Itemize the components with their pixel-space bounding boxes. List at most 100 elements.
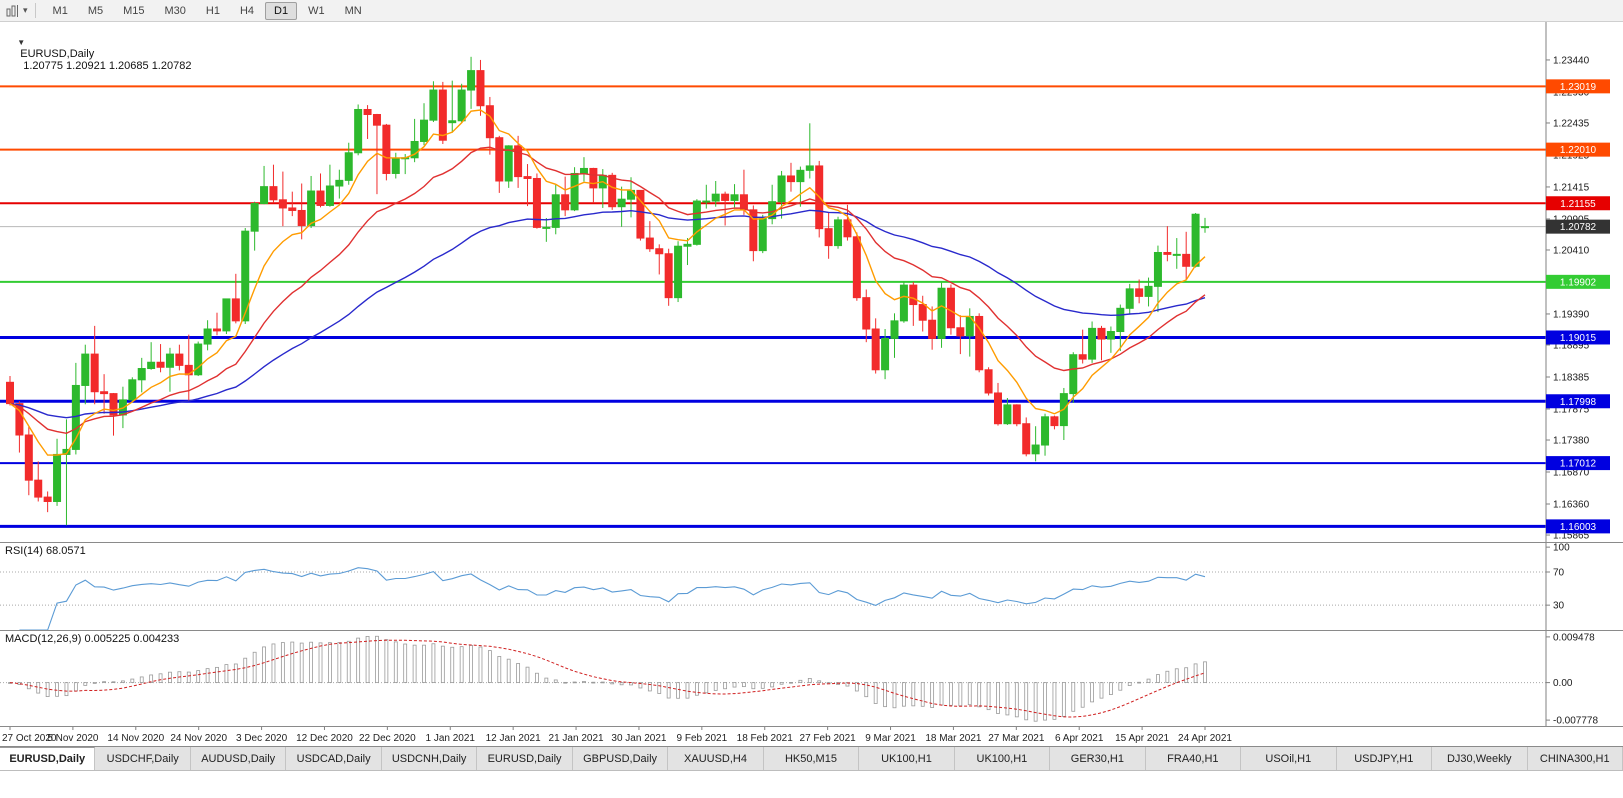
macd-canvas[interactable]: 0.009478 0.00 -0.007778 xyxy=(0,631,1623,726)
chart-tab-16[interactable]: CHINA300,H1 xyxy=(1527,747,1623,770)
svg-text:9 Feb 2021: 9 Feb 2021 xyxy=(677,733,728,744)
price-badge: 1.23019 xyxy=(1546,79,1610,94)
timeframe-button-m15[interactable]: M15 xyxy=(123,4,145,17)
svg-text:30 Jan 2021: 30 Jan 2021 xyxy=(611,733,666,744)
svg-text:100: 100 xyxy=(1553,543,1570,554)
timeframe-buttons: M1 M5 M15 M30 H1 H4 D1 W1 MN xyxy=(43,1,372,20)
svg-text:1.22435: 1.22435 xyxy=(1553,118,1590,129)
chart-tab-5[interactable]: EURUSD,Daily xyxy=(477,747,573,770)
svg-text:5 Nov 2020: 5 Nov 2020 xyxy=(47,733,99,744)
svg-text:-0.007778: -0.007778 xyxy=(1553,716,1598,726)
chart-menu-caret-icon[interactable]: ▾ xyxy=(23,5,28,15)
macd-axis[interactable]: 0.009478 0.00 -0.007778 xyxy=(1545,631,1598,726)
svg-text:3 Dec 2020: 3 Dec 2020 xyxy=(236,733,288,744)
svg-text:15 Apr 2021: 15 Apr 2021 xyxy=(1115,733,1169,744)
chart-tab-2[interactable]: AUDUSD,Daily xyxy=(190,747,287,770)
svg-text:1.19015: 1.19015 xyxy=(1560,333,1597,344)
rsi-axis[interactable]: 100 70 30 xyxy=(1545,543,1570,630)
svg-text:22 Dec 2020: 22 Dec 2020 xyxy=(359,733,416,744)
price-badge: 1.16003 xyxy=(1546,519,1610,534)
svg-text:9 Mar 2021: 9 Mar 2021 xyxy=(865,733,916,744)
macd-histogram xyxy=(8,635,1207,722)
chart-tab-13[interactable]: USOil,H1 xyxy=(1241,747,1337,770)
chart-tab-8[interactable]: HK50,M15 xyxy=(763,747,860,770)
svg-text:1.18385: 1.18385 xyxy=(1553,372,1590,383)
svg-text:27 Oct 2020: 27 Oct 2020 xyxy=(2,733,57,744)
svg-text:1.19902: 1.19902 xyxy=(1560,277,1597,288)
rsi-label: RSI(14) 68.0571 xyxy=(5,545,86,557)
svg-text:1.16360: 1.16360 xyxy=(1553,499,1590,510)
svg-text:1.16870: 1.16870 xyxy=(1553,468,1590,479)
timeframe-button-mn[interactable]: MN xyxy=(344,4,362,17)
svg-text:1.18895: 1.18895 xyxy=(1553,341,1590,352)
time-axis[interactable]: 27 Oct 2020 5 Nov 2020 14 Nov 2020 24 Nov 2… xyxy=(0,727,1623,747)
ma-line-50 xyxy=(9,209,1206,419)
chart-tab-6[interactable]: GBPUSD,Daily xyxy=(572,747,669,770)
svg-text:1.17998: 1.17998 xyxy=(1560,397,1597,408)
price-badge: 1.20782 xyxy=(1546,219,1610,234)
svg-text:1 Jan 2021: 1 Jan 2021 xyxy=(426,733,476,744)
macd-panel[interactable]: MACD(12,26,9) 0.005225 0.004233 0.009478… xyxy=(0,631,1623,727)
chart-tab-0[interactable]: EURUSD,Daily xyxy=(0,747,96,770)
price-badge: 1.17012 xyxy=(1546,456,1610,471)
svg-text:24 Apr 2021: 24 Apr 2021 xyxy=(1178,733,1232,744)
chart-tab-14[interactable]: USDJPY,H1 xyxy=(1336,747,1433,770)
rsi-line xyxy=(19,567,1206,630)
macd-signal-line xyxy=(9,639,1206,718)
macd-label: MACD(12,26,9) 0.005225 0.004233 xyxy=(5,633,180,645)
svg-text:1.22010: 1.22010 xyxy=(1560,145,1597,156)
svg-text:1.15865: 1.15865 xyxy=(1553,531,1590,542)
svg-text:1.23019: 1.23019 xyxy=(1560,82,1597,93)
ma-line-20 xyxy=(9,146,1206,435)
toolbar: ▾ M1 M5 M15 M30 H1 H4 D1 W1 MN xyxy=(0,0,1623,22)
timeframe-button-m1[interactable]: M1 xyxy=(52,4,68,17)
chart-tab-11[interactable]: GER30,H1 xyxy=(1050,747,1146,770)
timeframe-button-d1[interactable]: D1 xyxy=(265,1,298,20)
price-badge: 1.22010 xyxy=(1546,142,1610,157)
chart-tab-bar: EURUSD,Daily USDCHF,Daily AUDUSD,Daily USDC… xyxy=(0,747,1623,771)
toolbar-separator xyxy=(34,3,36,18)
chart-tab-15[interactable]: DJ30,Weekly xyxy=(1432,747,1528,770)
chart-title: ▼ EURUSD,Daily 1.20775 1.20921 1.20685 1… xyxy=(5,24,191,84)
price-badge: 1.19902 xyxy=(1546,274,1610,289)
price-badge: 1.21155 xyxy=(1546,196,1610,211)
chart-tab-12[interactable]: FRA40,H1 xyxy=(1145,747,1242,770)
svg-text:27 Feb 2021: 27 Feb 2021 xyxy=(800,733,857,744)
chart-tab-4[interactable]: USDCNH,Daily xyxy=(381,747,478,770)
price-badge: 1.19015 xyxy=(1546,330,1610,345)
svg-text:1.20782: 1.20782 xyxy=(1560,222,1597,233)
price-badge: 1.17998 xyxy=(1546,394,1610,409)
svg-text:18 Mar 2021: 18 Mar 2021 xyxy=(925,733,982,744)
timeframe-button-w1[interactable]: W1 xyxy=(308,4,325,17)
timeframe-button-h4[interactable]: H4 xyxy=(239,4,255,17)
svg-text:21 Jan 2021: 21 Jan 2021 xyxy=(549,733,604,744)
chart-tab-10[interactable]: UK100,H1 xyxy=(954,747,1051,770)
chart-tab-3[interactable]: USDCAD,Daily xyxy=(286,747,382,770)
rsi-panel[interactable]: RSI(14) 68.0571 100 70 30 xyxy=(0,543,1623,631)
svg-text:1.17012: 1.17012 xyxy=(1560,459,1597,470)
svg-text:1.21415: 1.21415 xyxy=(1553,182,1590,193)
ma-line-8 xyxy=(9,109,1206,456)
chart-menu-icon[interactable] xyxy=(5,4,21,18)
symbol-period-label: EURUSD,Daily xyxy=(20,48,95,60)
rsi-canvas[interactable]: 100 70 30 xyxy=(0,543,1623,630)
svg-text:18 Feb 2021: 18 Feb 2021 xyxy=(737,733,794,744)
horizontal-lines[interactable] xyxy=(0,85,1546,528)
chart-tab-1[interactable]: USDCHF,Daily xyxy=(95,747,191,770)
chart-tab-7[interactable]: XAUUSD,H4 xyxy=(668,747,764,770)
chart-tab-9[interactable]: UK100,H1 xyxy=(859,747,955,770)
svg-text:1.21155: 1.21155 xyxy=(1560,199,1596,210)
main-chart-panel[interactable]: ▼ EURUSD,Daily 1.20775 1.20921 1.20685 1… xyxy=(0,22,1623,543)
timeframe-button-m30[interactable]: M30 xyxy=(164,4,186,17)
price-axis[interactable]: 1.234401.229301.224351.219251.214151.209… xyxy=(1545,22,1610,542)
svg-text:0.00: 0.00 xyxy=(1553,678,1573,689)
collapse-icon[interactable]: ▼ xyxy=(17,38,26,47)
main-chart-canvas[interactable]: 1.234401.229301.224351.219251.214151.209… xyxy=(0,22,1623,542)
svg-text:12 Jan 2021: 12 Jan 2021 xyxy=(486,733,541,744)
svg-text:1.16003: 1.16003 xyxy=(1560,522,1597,533)
timeframe-button-h1[interactable]: H1 xyxy=(205,4,220,17)
svg-text:0.009478: 0.009478 xyxy=(1553,632,1595,643)
timeframe-button-m5[interactable]: M5 xyxy=(87,4,104,17)
svg-text:24 Nov 2020: 24 Nov 2020 xyxy=(170,733,227,744)
svg-text:27 Mar 2021: 27 Mar 2021 xyxy=(988,733,1045,744)
